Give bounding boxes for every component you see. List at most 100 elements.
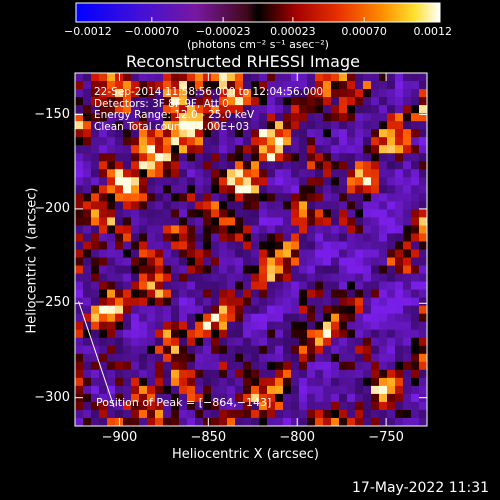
heatmap-cell: [403, 281, 412, 291]
heatmap-cell: [131, 353, 140, 363]
heatmap-cell: [371, 329, 380, 339]
heatmap-cell: [139, 209, 148, 218]
heatmap-cell: [163, 113, 172, 122]
heatmap-cell: [387, 81, 396, 90]
heatmap-cell: [155, 305, 164, 315]
heatmap-cell: [371, 361, 380, 371]
heatmap-cell: [187, 361, 196, 371]
heatmap-cell: [315, 97, 324, 106]
heatmap-cell: [131, 233, 140, 242]
heatmap-cell: [347, 73, 356, 82]
heatmap-cell: [267, 377, 276, 387]
heatmap-cell: [283, 377, 292, 387]
x-tick-label: −800: [279, 430, 316, 445]
heatmap-cell: [219, 81, 228, 90]
heatmap-cell: [355, 185, 364, 194]
heatmap-cell: [115, 193, 124, 202]
heatmap-cell: [347, 417, 356, 427]
heatmap-cell: [107, 97, 116, 106]
heatmap-cell: [155, 281, 164, 291]
heatmap-cell: [179, 249, 188, 258]
heatmap-cell: [323, 105, 332, 114]
heatmap-cell: [155, 137, 164, 146]
heatmap-cell: [195, 313, 204, 323]
heatmap-cell: [363, 345, 372, 355]
heatmap-cell: [251, 329, 260, 339]
heatmap-cell: [155, 249, 164, 258]
heatmap-cell: [259, 353, 268, 363]
heatmap-cell: [251, 145, 260, 154]
heatmap-cell: [75, 409, 84, 419]
heatmap-cell: [83, 345, 92, 355]
heatmap-cell: [347, 361, 356, 371]
heatmap-cell: [307, 169, 316, 178]
heatmap-cell: [83, 97, 92, 106]
heatmap-cell: [179, 145, 188, 154]
heatmap-cell: [275, 241, 284, 250]
heatmap-cell: [315, 417, 324, 427]
heatmap-cell: [267, 385, 276, 395]
heatmap-cell: [259, 81, 268, 90]
heatmap-cell: [107, 129, 116, 138]
heatmap-cell: [99, 161, 108, 170]
heatmap-cell: [259, 265, 268, 274]
heatmap-cell: [131, 273, 140, 282]
heatmap-cell: [107, 153, 116, 162]
heatmap-cell: [299, 345, 308, 355]
heatmap-cell: [243, 193, 252, 202]
heatmap-cell: [179, 409, 188, 419]
heatmap-cell: [371, 233, 380, 242]
heatmap-cell: [315, 105, 324, 114]
heatmap-cell: [219, 369, 228, 379]
heatmap-cell: [275, 273, 284, 282]
heatmap-cell: [203, 281, 212, 291]
heatmap-cell: [147, 409, 156, 419]
heatmap-cell: [291, 81, 300, 90]
heatmap-cell: [115, 113, 124, 122]
heatmap-cell: [323, 177, 332, 186]
heatmap-cell: [363, 217, 372, 226]
heatmap-cell: [251, 169, 260, 178]
heatmap-cell: [107, 201, 116, 210]
heatmap-cell: [291, 289, 300, 299]
heatmap-cell: [107, 113, 116, 122]
heatmap-cell: [395, 201, 404, 210]
heatmap-cell: [139, 353, 148, 363]
heatmap-cell: [163, 321, 172, 331]
heatmap-cell: [227, 129, 236, 138]
heatmap-cell: [283, 209, 292, 218]
heatmap-cell: [123, 137, 132, 146]
heatmap-cell: [211, 161, 220, 170]
heatmap-cell: [315, 249, 324, 258]
heatmap-cell: [131, 257, 140, 266]
heatmap-cell: [411, 353, 420, 363]
heatmap-cell: [179, 129, 188, 138]
heatmap-cell: [379, 105, 388, 114]
heatmap-cell: [363, 377, 372, 387]
heatmap-cell: [107, 345, 116, 355]
heatmap-cell: [187, 369, 196, 379]
heatmap-cell: [91, 81, 100, 90]
heatmap-cell: [195, 217, 204, 226]
heatmap-cell: [139, 345, 148, 355]
heatmap-cell: [355, 193, 364, 202]
heatmap-cell: [275, 361, 284, 371]
heatmap-cell: [275, 297, 284, 307]
heatmap-cell: [299, 169, 308, 178]
heatmap-cell: [395, 289, 404, 299]
heatmap-cell: [203, 121, 212, 130]
heatmap-cell: [355, 73, 364, 82]
heatmap-cell: [195, 297, 204, 307]
heatmap-cell: [91, 273, 100, 282]
heatmap-cell: [179, 401, 188, 411]
heatmap-cell: [387, 377, 396, 387]
heatmap-cell: [419, 145, 428, 154]
heatmap-cell: [123, 217, 132, 226]
heatmap-cell: [275, 217, 284, 226]
heatmap-cell: [259, 185, 268, 194]
heatmap-cell: [131, 345, 140, 355]
heatmap-cell: [195, 233, 204, 242]
heatmap-cell: [267, 321, 276, 331]
heatmap-cell: [299, 361, 308, 371]
heatmap-cell: [139, 249, 148, 258]
